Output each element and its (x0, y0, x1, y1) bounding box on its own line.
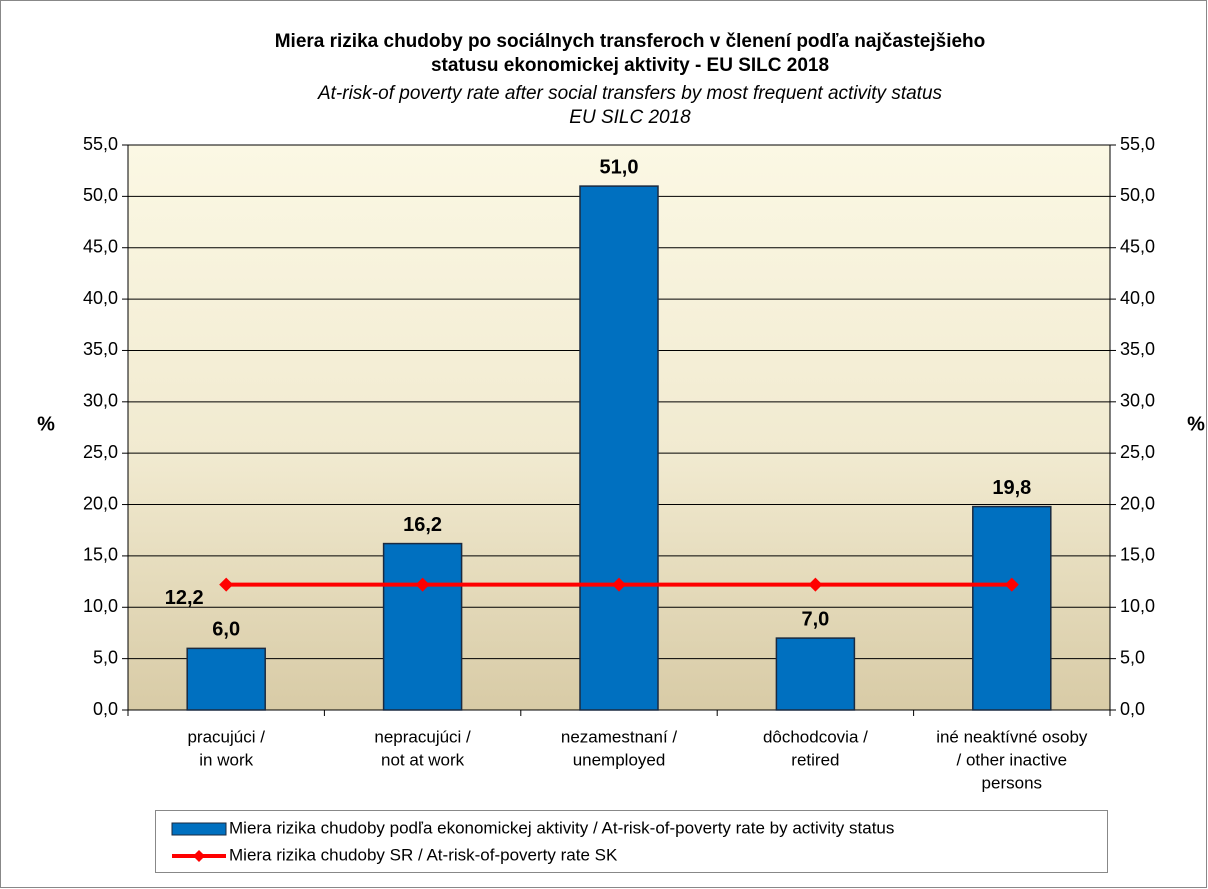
line-marker (1004, 577, 1019, 592)
y2-tick-label: 25,0 (1120, 442, 1155, 462)
y-tick-label: 10,0 (83, 596, 118, 616)
legend-label: Miera rizika chudoby SR / At-risk-of-pov… (229, 845, 618, 864)
x-tick-label: nepracujúci / (374, 727, 471, 746)
y-tick-label: 5,0 (93, 647, 118, 667)
data-label: 16,2 (403, 514, 442, 536)
data-label: 51,0 (600, 156, 639, 178)
chart-title: Miera rizika chudoby po sociálnych trans… (275, 31, 986, 52)
y2-tick-label: 5,0 (1120, 647, 1145, 667)
x-tick-label: not at work (381, 750, 465, 769)
y-tick-label: 40,0 (83, 288, 118, 308)
y-tick-label: 20,0 (83, 493, 118, 513)
x-tick-label: retired (791, 750, 839, 769)
y-tick-label: 15,0 (83, 545, 118, 565)
bar (382, 542, 463, 711)
data-label: 12,2 (165, 587, 204, 609)
data-label: 6,0 (212, 619, 240, 641)
y-tick-label: 35,0 (83, 339, 118, 359)
data-label: 7,0 (801, 608, 829, 630)
legend-label: Miera rizika chudoby podľa ekonomickej a… (229, 818, 894, 837)
chart-subtitle: EU SILC 2018 (569, 107, 691, 128)
y2-tick-label: 55,0 (1120, 134, 1155, 154)
y-axis-label: % (37, 413, 55, 435)
x-tick-label: persons (982, 773, 1042, 792)
y2-tick-label: 35,0 (1120, 339, 1155, 359)
y-tick-label: 25,0 (83, 442, 118, 462)
chart-subtitle: At-risk-of poverty rate after social tra… (317, 83, 943, 104)
line-marker (415, 577, 430, 592)
y2-tick-label: 30,0 (1120, 391, 1155, 411)
line-marker (219, 577, 234, 592)
y2-tick-label: 40,0 (1120, 288, 1155, 308)
legend-swatch (193, 850, 205, 862)
y2-tick-label: 20,0 (1120, 493, 1155, 513)
bar (186, 647, 266, 711)
y2-tick-label: 0,0 (1120, 699, 1145, 719)
line-marker (612, 577, 626, 592)
chart-title: statusu ekonomickej aktivity - EU SILC 2… (431, 55, 829, 76)
x-tick-label: nezamestnaní / (561, 727, 678, 746)
y-tick-label: 55,0 (83, 134, 118, 154)
bar (972, 505, 1052, 711)
y2-tick-label: 15,0 (1120, 545, 1155, 565)
bar (579, 185, 659, 711)
x-tick-label: iné neaktívné osoby (936, 727, 1088, 746)
x-tick-label: pracujúci / (187, 727, 265, 746)
bar (775, 637, 856, 711)
y2-tick-label: 45,0 (1120, 236, 1155, 256)
x-tick-label: dôchodcovia / (763, 727, 868, 746)
y2-axis-label: % (1187, 413, 1205, 435)
y2-tick-label: 50,0 (1120, 185, 1155, 205)
legend-box (155, 810, 1108, 873)
x-tick-label: in work (199, 750, 253, 769)
y-tick-label: 30,0 (83, 391, 118, 411)
y-tick-label: 45,0 (83, 236, 118, 256)
y-tick-label: 50,0 (83, 185, 118, 205)
legend-swatch (171, 822, 227, 836)
x-tick-label: unemployed (573, 750, 666, 769)
line-marker (808, 577, 823, 592)
data-label: 19,8 (992, 477, 1031, 499)
y-tick-label: 0,0 (93, 699, 118, 719)
y2-tick-label: 10,0 (1120, 596, 1155, 616)
x-tick-label: / other inactive (957, 750, 1068, 769)
